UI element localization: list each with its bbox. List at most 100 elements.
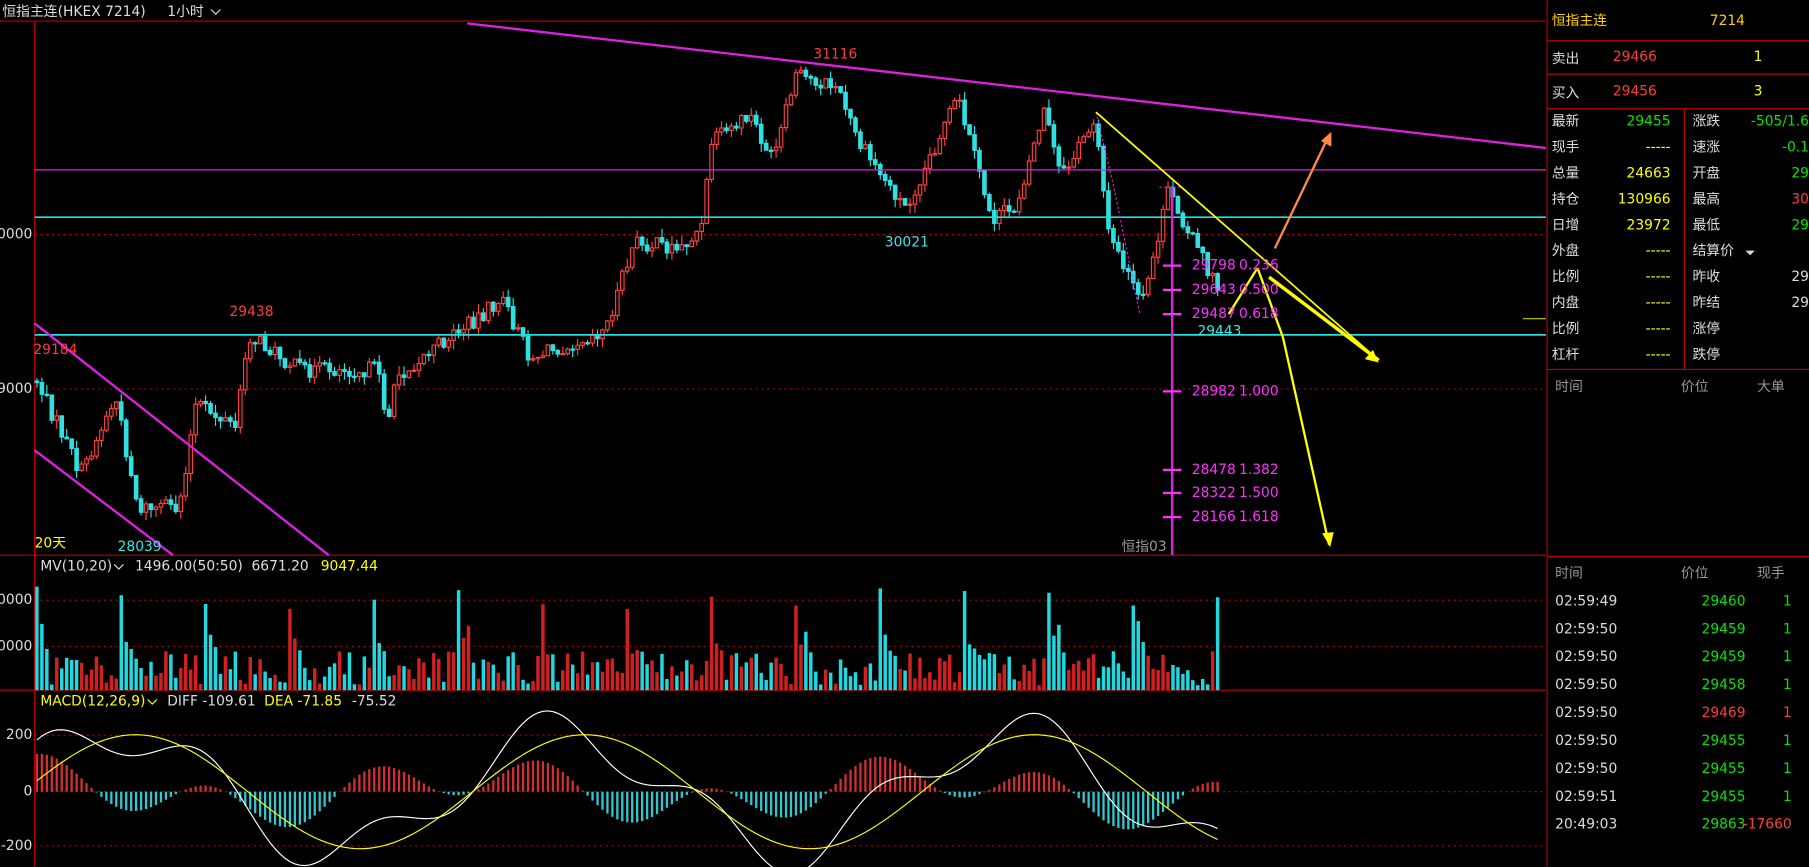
candle-body bbox=[748, 114, 754, 122]
fib-ratio: 0.500 bbox=[1239, 282, 1279, 298]
candle-body bbox=[912, 194, 918, 205]
volume-bar bbox=[898, 668, 902, 691]
candle-body bbox=[585, 342, 590, 345]
volume-bar bbox=[99, 665, 104, 691]
volume-bar bbox=[690, 664, 694, 691]
volume-bar bbox=[1027, 670, 1031, 691]
candle-body bbox=[416, 363, 422, 371]
volume-bar bbox=[382, 651, 386, 691]
fib-ratio: 1.000 bbox=[1239, 383, 1279, 399]
volume-bar bbox=[1032, 658, 1036, 691]
volume-bar bbox=[327, 666, 332, 691]
candle-body bbox=[654, 237, 660, 249]
candle-body bbox=[704, 178, 709, 225]
tick-price: 29459 bbox=[1702, 621, 1746, 637]
volume-bar bbox=[1176, 667, 1180, 691]
candle-body bbox=[495, 302, 501, 312]
volume-bar bbox=[531, 681, 535, 691]
volume-bar bbox=[1101, 666, 1106, 691]
candle-body bbox=[619, 270, 625, 291]
candle-body bbox=[610, 314, 615, 322]
volume-bar bbox=[1156, 670, 1160, 691]
volume-bar bbox=[967, 644, 972, 691]
volume-bar bbox=[432, 653, 436, 691]
volume-bar bbox=[89, 669, 94, 691]
candle-body bbox=[322, 362, 327, 365]
volume-bar bbox=[600, 671, 605, 691]
volume-bar bbox=[992, 654, 997, 691]
stat-label: 最低 bbox=[1692, 217, 1720, 233]
candle-body bbox=[352, 375, 357, 378]
y-axis-label: 200 bbox=[6, 727, 32, 743]
tick-time: 02:59:50 bbox=[1555, 621, 1617, 637]
volume-bar bbox=[575, 673, 580, 691]
candle-body bbox=[109, 407, 114, 417]
tick-price: 29455 bbox=[1702, 733, 1746, 749]
volume-bar bbox=[858, 684, 863, 691]
candle-body bbox=[1215, 272, 1220, 291]
candle-body bbox=[843, 91, 848, 110]
volume-bar bbox=[342, 674, 347, 691]
volume-bar bbox=[179, 668, 183, 691]
candle-body bbox=[753, 114, 759, 125]
candle-body bbox=[178, 495, 184, 513]
volume-bar bbox=[79, 662, 84, 691]
order-price: 29466 bbox=[1613, 49, 1657, 65]
volume-bar bbox=[243, 683, 248, 691]
price-annotation: 28039 bbox=[118, 539, 162, 555]
volume-bar bbox=[253, 674, 257, 691]
candle-body bbox=[565, 348, 571, 355]
candle-body bbox=[59, 415, 65, 438]
candle-body bbox=[1016, 197, 1022, 213]
candle-body bbox=[639, 236, 645, 246]
candle-body bbox=[188, 434, 194, 475]
volume-bar bbox=[129, 648, 133, 691]
volume-bar bbox=[962, 591, 967, 691]
stat-label: 速涨 bbox=[1692, 139, 1720, 155]
period-label: 20天 bbox=[35, 536, 67, 552]
candle-body bbox=[838, 86, 843, 93]
volume-bar bbox=[704, 660, 709, 691]
volume-bar bbox=[1171, 664, 1175, 691]
indicator-value: 1496.00(50:50) bbox=[135, 559, 243, 575]
candle-body bbox=[461, 328, 466, 334]
volume-bar bbox=[546, 654, 550, 691]
volume-bar bbox=[1037, 685, 1041, 691]
candle-body bbox=[922, 167, 928, 186]
candle-body bbox=[510, 306, 516, 330]
candle-body bbox=[376, 361, 382, 375]
volume-bar bbox=[1121, 671, 1126, 691]
candle-body bbox=[491, 301, 496, 312]
candle-body bbox=[555, 349, 561, 355]
candle-body bbox=[1126, 268, 1131, 272]
tick-price: 29459 bbox=[1702, 649, 1746, 665]
candle-body bbox=[44, 393, 50, 396]
candle-body bbox=[282, 358, 288, 368]
column-header: 价位 bbox=[1681, 566, 1709, 582]
order-price: 29456 bbox=[1613, 83, 1657, 99]
tick-qty: 1 bbox=[1783, 649, 1792, 665]
diff-line bbox=[36, 710, 1218, 867]
candle-body bbox=[1180, 212, 1186, 228]
candle-body bbox=[605, 320, 610, 331]
volume-bar bbox=[446, 651, 451, 691]
candle-body bbox=[158, 502, 164, 508]
candle-body bbox=[595, 334, 600, 340]
tick-qty: 1 bbox=[1783, 705, 1792, 721]
candle-body bbox=[1140, 293, 1146, 296]
stat-value: -505/1.6 bbox=[1751, 113, 1809, 129]
candle-body bbox=[1116, 241, 1121, 252]
volume-bar bbox=[208, 634, 213, 691]
fib-price: 28166 bbox=[1192, 509, 1236, 525]
candle-body bbox=[1091, 123, 1096, 133]
volume-bar bbox=[1002, 664, 1007, 691]
volume-bar bbox=[838, 659, 843, 691]
candle-body bbox=[679, 244, 685, 251]
volume-bar bbox=[392, 675, 396, 691]
volume-bar bbox=[739, 666, 744, 691]
volume-bar bbox=[362, 656, 367, 691]
volume-bar bbox=[1081, 670, 1086, 691]
volume-bar bbox=[35, 586, 39, 691]
candle-body bbox=[724, 127, 729, 132]
